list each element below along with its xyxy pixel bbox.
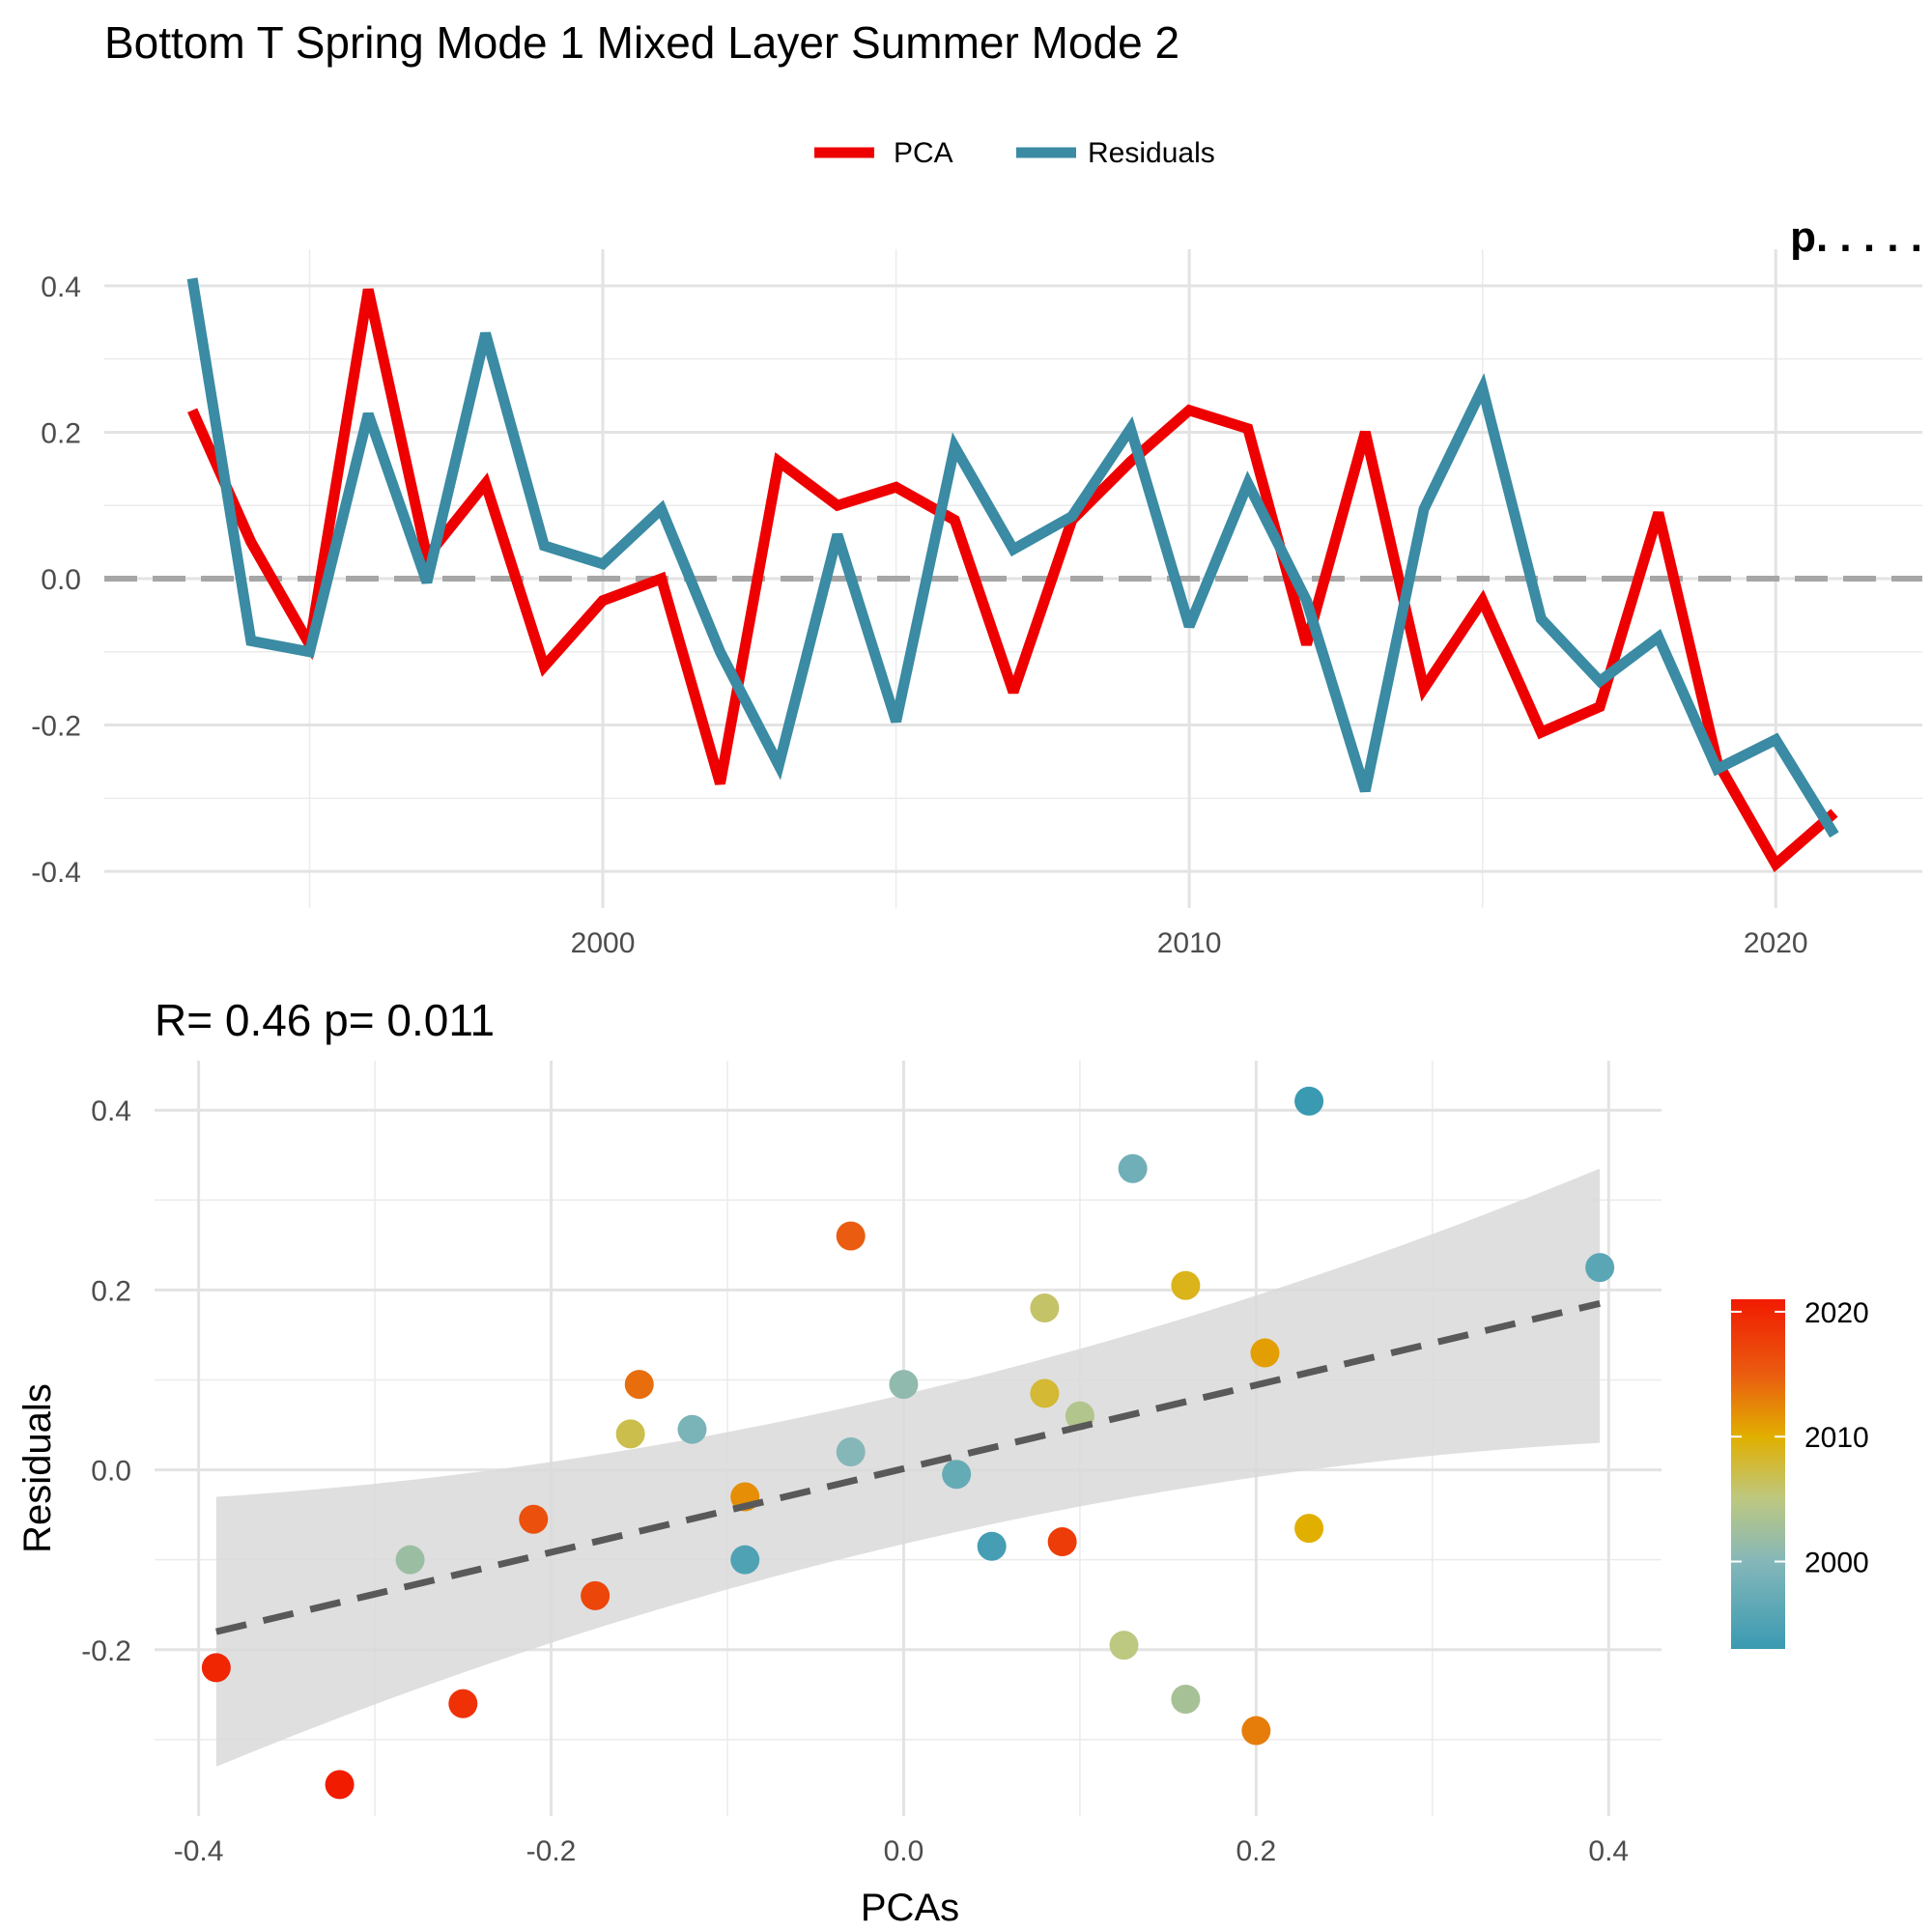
scatter-point <box>836 1436 866 1466</box>
line-chart-panel: 2000 2010 2020 0.4 0.2 0.0 -0.2 -0.4 <box>31 249 1922 959</box>
line-y-tick-label: 0.4 <box>41 271 81 303</box>
scatter-point <box>325 1770 355 1800</box>
line-y-tick-label: -0.4 <box>31 857 81 889</box>
scatter-point <box>1118 1153 1148 1183</box>
scatter-y-tick-label: 0.4 <box>91 1095 131 1127</box>
colorbar-tick-label: 2020 <box>1804 1297 1869 1329</box>
chart-title: Bottom T Spring Mode 1 Mixed Layer Summe… <box>104 17 1179 68</box>
series-line-pca <box>187 288 1838 873</box>
scatter-point <box>395 1545 425 1575</box>
line-y-tick-label: 0.2 <box>41 417 81 449</box>
scatter-y-axis-label: Residuals <box>16 1383 59 1553</box>
scatter-x-axis-label: PCAs <box>861 1887 959 1929</box>
scatter-chart-panel: -0.4 -0.2 0.0 0.2 0.4 0.4 0.2 0.0 -0.2 <box>81 1061 1662 1867</box>
scatter-point <box>615 1419 645 1449</box>
scatter-y-tick-label: -0.2 <box>81 1635 131 1667</box>
scatter-y-tick-label: 0.2 <box>91 1275 131 1307</box>
line-x-tick-label: 2010 <box>1157 927 1222 959</box>
scatter-point <box>977 1531 1007 1561</box>
line-legend: PCA Residuals <box>814 137 1215 169</box>
scatter-point <box>1030 1378 1060 1408</box>
scatter-point <box>519 1504 549 1534</box>
line-y-tick-label: -0.2 <box>31 711 81 743</box>
scatter-point <box>581 1580 611 1610</box>
series-line-residuals <box>186 277 1839 838</box>
scatter-point <box>1241 1716 1271 1746</box>
scatter-point <box>677 1414 707 1444</box>
scatter-y-tick-label: 0.0 <box>91 1456 131 1488</box>
line-x-tick-label: 2020 <box>1744 927 1808 959</box>
scatter-point <box>1250 1338 1280 1368</box>
scatter-point <box>942 1460 972 1490</box>
scatter-point <box>201 1653 231 1683</box>
scatter-point <box>448 1689 478 1719</box>
legend-label-residuals: Residuals <box>1088 137 1215 169</box>
confidence-band <box>215 1168 1601 1767</box>
line-y-tick-label: 0.0 <box>41 564 81 596</box>
line-corner-text: p. . . . . <box>1790 213 1922 261</box>
scatter-point <box>1171 1684 1201 1714</box>
scatter-title: R= 0.46 p= 0.011 <box>155 995 495 1045</box>
scatter-point <box>730 1545 760 1575</box>
colorbar-tick-label: 2000 <box>1804 1548 1869 1579</box>
scatter-x-tick-label: -0.2 <box>526 1835 577 1867</box>
scatter-x-tick-label: 0.4 <box>1588 1835 1629 1867</box>
scatter-x-tick-label: 0.2 <box>1236 1835 1276 1867</box>
scatter-point <box>889 1370 919 1400</box>
scatter-point <box>1294 1514 1324 1544</box>
year-colorbar: 2020 2010 2000 <box>1731 1297 1869 1649</box>
scatter-point <box>1047 1527 1077 1557</box>
legend-label-pca: PCA <box>894 137 953 169</box>
scatter-x-tick-label: 0.0 <box>884 1835 924 1867</box>
scatter-point <box>1109 1631 1139 1661</box>
regression-fit-line <box>215 1299 1601 1635</box>
scatter-point <box>1171 1270 1201 1300</box>
scatter-point <box>1294 1086 1324 1116</box>
scatter-x-tick-label: -0.4 <box>174 1835 224 1867</box>
scatter-point <box>1585 1253 1615 1283</box>
colorbar-tick-label: 2010 <box>1804 1422 1869 1454</box>
scatter-point <box>1030 1293 1060 1323</box>
colorbar-gradient <box>1731 1299 1785 1649</box>
scatter-point <box>836 1221 866 1251</box>
scatter-point <box>624 1370 654 1400</box>
line-x-tick-label: 2000 <box>571 927 636 959</box>
